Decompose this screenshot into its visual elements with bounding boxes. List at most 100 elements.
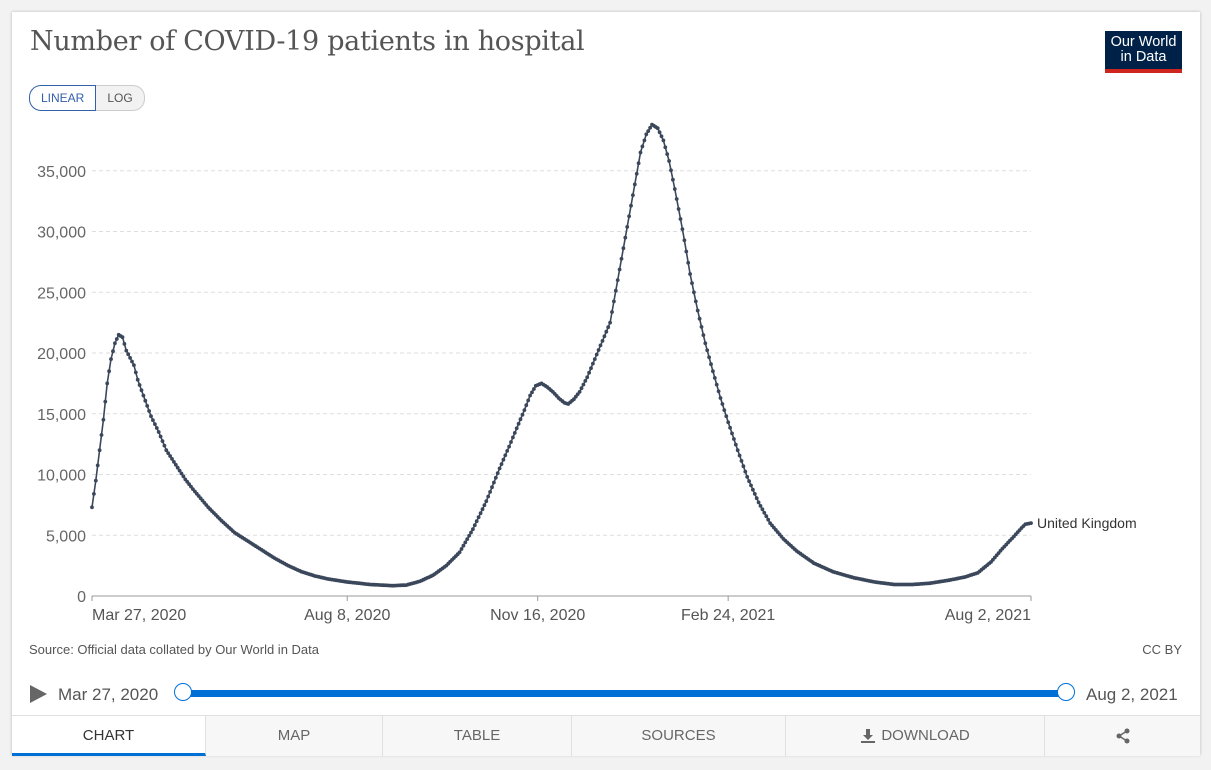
license-link[interactable]: CC BY <box>1142 642 1182 657</box>
data-point <box>103 399 108 404</box>
x-tick-label: Aug 2, 2021 <box>945 607 1031 624</box>
data-point <box>505 449 510 453</box>
download-label: DOWNLOAD <box>881 727 970 744</box>
data-point <box>722 408 727 412</box>
data-point <box>663 145 668 150</box>
data-point <box>610 310 614 314</box>
timeline-track[interactable] <box>183 690 1067 697</box>
data-point <box>695 308 700 313</box>
data-point <box>107 369 111 374</box>
data-point <box>751 487 755 492</box>
data-point <box>739 459 744 463</box>
data-point <box>581 382 586 387</box>
data-point <box>648 125 652 130</box>
data-point <box>514 426 519 431</box>
data-point <box>490 485 494 490</box>
tab-sources[interactable]: SOURCES <box>572 716 786 756</box>
data-point <box>105 381 110 386</box>
play-icon[interactable] <box>30 685 47 703</box>
data-point <box>471 527 475 532</box>
data-point <box>133 370 138 375</box>
data-point <box>465 537 470 541</box>
tab-map[interactable]: MAP <box>206 716 383 756</box>
data-point <box>495 471 500 475</box>
scale-toggle: LINEAR LOG <box>29 85 145 111</box>
data-point <box>92 492 96 496</box>
data-point <box>732 437 736 441</box>
data-point <box>530 390 534 395</box>
data-point <box>591 361 595 366</box>
source-note[interactable]: Source: Official data collated by Our Wo… <box>29 642 319 657</box>
tab-share[interactable] <box>1045 716 1200 756</box>
data-point <box>532 387 536 391</box>
data-point <box>632 182 637 187</box>
data-point <box>168 454 173 458</box>
data-point <box>676 207 681 211</box>
data-point <box>604 329 609 334</box>
y-tick-label: 30,000 <box>37 225 86 242</box>
y-tick-label: 20,000 <box>37 346 86 363</box>
data-point <box>592 357 597 361</box>
data-point <box>90 505 94 510</box>
data-point <box>474 519 479 524</box>
data-point <box>153 422 157 426</box>
log-scale-button[interactable]: LOG <box>96 85 145 111</box>
y-tick-label: 25,000 <box>37 285 86 302</box>
x-tick-label: Mar 27, 2020 <box>92 607 186 624</box>
y-tick-label: 15,000 <box>37 407 86 424</box>
data-point <box>756 500 761 505</box>
data-point <box>623 235 628 240</box>
data-point <box>638 150 643 155</box>
data-point <box>667 159 671 163</box>
timeline-start-handle[interactable] <box>174 683 192 701</box>
tab-download[interactable]: DOWNLOAD <box>786 716 1045 756</box>
data-point <box>512 431 517 435</box>
data-point <box>707 355 711 360</box>
data-point <box>760 507 765 512</box>
data-point <box>135 377 140 382</box>
timeline-end-handle[interactable] <box>1057 683 1075 701</box>
data-point <box>145 404 150 408</box>
data-point <box>594 352 599 357</box>
data-point <box>175 465 180 470</box>
data-point <box>745 475 750 479</box>
data-point <box>128 356 132 360</box>
data-point <box>101 417 106 422</box>
x-tick-label: Aug 8, 2020 <box>304 607 390 624</box>
data-point <box>499 462 504 466</box>
data-point <box>678 217 683 221</box>
data-point <box>682 238 687 243</box>
data-point <box>661 138 666 143</box>
data-point <box>463 540 468 545</box>
data-point <box>164 448 169 453</box>
data-point <box>709 362 713 367</box>
owid-logo[interactable]: Our World in Data <box>1105 31 1182 73</box>
data-point <box>111 349 115 354</box>
data-point <box>665 152 670 157</box>
data-point <box>655 126 660 131</box>
data-point <box>587 370 591 375</box>
logo-line-1: Our World <box>1110 34 1177 50</box>
data-point <box>149 414 153 419</box>
chart-title: Number of COVID-19 patients in hospital <box>30 26 585 57</box>
data-point <box>733 442 738 447</box>
data-point <box>636 161 641 166</box>
tab-table[interactable]: TABLE <box>383 716 572 756</box>
data-point <box>151 418 155 422</box>
tab-chart[interactable]: CHART <box>12 716 206 756</box>
y-tick-label: 5,000 <box>46 528 86 545</box>
data-point <box>113 341 117 346</box>
timeline-end-label: Aug 2, 2021 <box>1086 685 1178 704</box>
data-point <box>699 325 704 329</box>
data-point <box>181 474 186 479</box>
data-point <box>99 433 104 437</box>
data-point <box>619 256 624 261</box>
data-point <box>461 543 466 548</box>
data-point <box>716 389 721 394</box>
data-point <box>758 504 763 508</box>
data-point <box>741 464 746 469</box>
data-point <box>524 403 529 408</box>
data-point <box>472 523 477 528</box>
data-point <box>482 503 487 508</box>
linear-scale-button[interactable]: LINEAR <box>29 85 97 111</box>
